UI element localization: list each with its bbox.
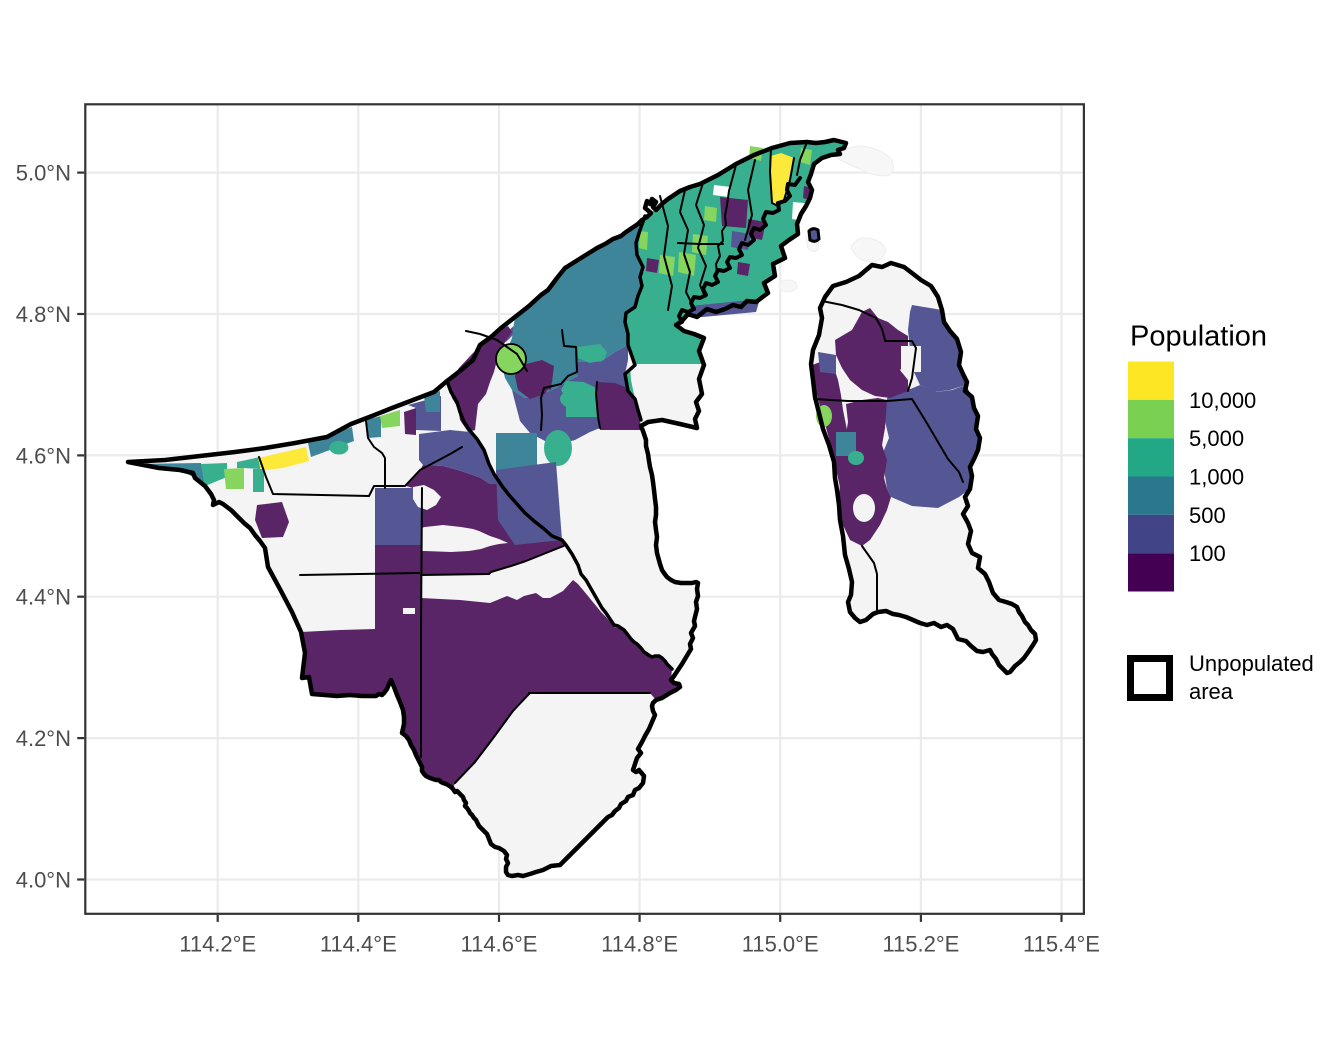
svg-text:4.8°N: 4.8°N bbox=[16, 302, 71, 327]
svg-text:115.4°E: 115.4°E bbox=[1023, 932, 1100, 957]
svg-text:4.0°N: 4.0°N bbox=[16, 868, 71, 893]
svg-text:114.8°E: 114.8°E bbox=[601, 932, 678, 957]
svg-text:4.2°N: 4.2°N bbox=[16, 726, 71, 751]
svg-text:114.4°E: 114.4°E bbox=[320, 932, 397, 957]
svg-text:Population: Population bbox=[1130, 320, 1267, 352]
svg-text:5,000: 5,000 bbox=[1189, 426, 1244, 451]
svg-text:115.0°E: 115.0°E bbox=[742, 932, 819, 957]
svg-text:Unpopulated: Unpopulated bbox=[1189, 651, 1314, 676]
svg-text:100: 100 bbox=[1189, 541, 1226, 566]
svg-text:115.2°E: 115.2°E bbox=[882, 932, 959, 957]
svg-text:500: 500 bbox=[1189, 503, 1226, 528]
svg-text:1,000: 1,000 bbox=[1189, 465, 1244, 490]
svg-text:114.6°E: 114.6°E bbox=[461, 932, 538, 957]
svg-text:area: area bbox=[1189, 679, 1234, 704]
svg-text:4.6°N: 4.6°N bbox=[16, 443, 71, 468]
svg-text:114.2°E: 114.2°E bbox=[179, 932, 256, 957]
svg-text:5.0°N: 5.0°N bbox=[16, 161, 71, 186]
svg-text:10,000: 10,000 bbox=[1189, 388, 1256, 413]
svg-text:4.4°N: 4.4°N bbox=[16, 585, 71, 610]
